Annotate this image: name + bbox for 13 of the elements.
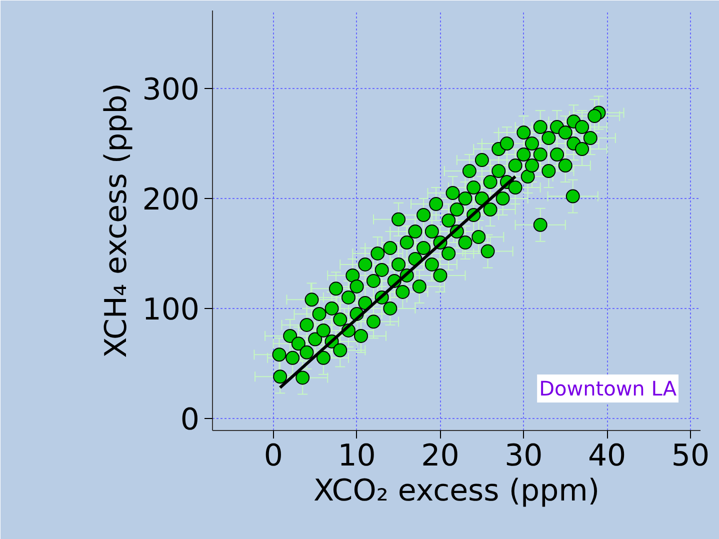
annotation: Downtown LA	[539, 376, 677, 400]
x-tick-label: 10	[338, 438, 376, 474]
x-tick-label: 40	[588, 438, 626, 474]
x-axis-title: XCO₂ excess (ppm)	[313, 474, 600, 508]
y-tick-label: 300	[142, 72, 200, 108]
y-tick-label: 100	[142, 292, 200, 328]
x-tick-label: 50	[671, 438, 710, 474]
x-tick-label: 30	[504, 438, 543, 474]
x-tick-label: 0	[264, 438, 283, 474]
x-tick-label: 20	[421, 438, 460, 474]
y-tick-label: 0	[180, 402, 200, 438]
y-axis-title: XCH₄ excess (ppb)	[99, 83, 134, 358]
y-tick-label: 200	[142, 182, 200, 218]
